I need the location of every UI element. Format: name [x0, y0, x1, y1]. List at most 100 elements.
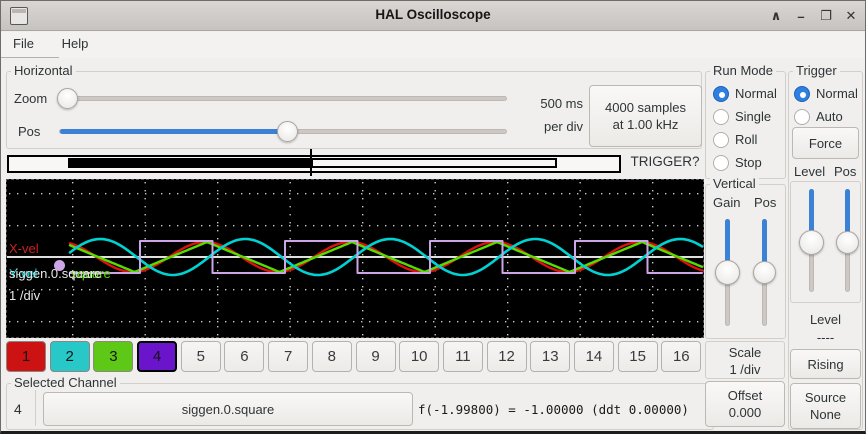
horizontal-group-title: Horizontal	[11, 63, 76, 78]
radio-label: Single	[735, 109, 772, 124]
radio-label: Normal	[735, 86, 777, 101]
radio-normal[interactable]: Normal	[794, 82, 858, 105]
vertical-title: Vertical	[710, 176, 759, 191]
radio-label: Normal	[816, 86, 858, 101]
run-mode-options: Normal Single Roll Stop	[713, 82, 777, 174]
record-pending-segment	[311, 158, 557, 168]
channel-2-cosine	[68, 237, 703, 277]
record-filled-segment	[68, 158, 311, 168]
radio-label: Stop	[735, 155, 762, 170]
trigger-pos-slider-thumb[interactable]	[836, 231, 859, 254]
run-mode-group: Run Mode Normal Single Roll Stop	[705, 63, 786, 179]
radio-icon	[713, 85, 729, 102]
vertical-pos-label: Pos	[754, 195, 777, 210]
scope-label: Y-vel	[9, 266, 38, 281]
trigger-level-caption: Level	[809, 312, 842, 327]
channel-button-3[interactable]: 3	[93, 341, 134, 372]
channel-button-4[interactable]: 4	[137, 341, 178, 372]
menubar: File Help	[1, 32, 865, 58]
offset-button[interactable]: Offset 0.000	[705, 381, 785, 427]
run-mode-title: Run Mode	[710, 63, 776, 78]
window-icon	[10, 7, 28, 25]
vertical-group: Vertical	[705, 176, 786, 339]
channel-button-1[interactable]: 1	[6, 341, 46, 372]
channel-button-2[interactable]: 2	[49, 341, 90, 372]
channel-button-11[interactable]: 11	[442, 341, 483, 372]
trigger-edge-button[interactable]: Rising	[790, 349, 861, 379]
selected-channel-marker	[54, 260, 65, 271]
scale-box	[705, 341, 785, 379]
scope-label: siggen.0.square	[9, 266, 102, 281]
scale-value: 1 /div	[729, 362, 761, 377]
close-button[interactable]: ✕	[845, 8, 857, 23]
trigger-level-value: ----	[816, 330, 835, 345]
scale-label: Scale	[728, 345, 762, 360]
samples-button[interactable]: 4000 samples at 1.00 kHz	[589, 85, 702, 147]
scope-label: X-vel	[9, 241, 39, 256]
trigger-source-button[interactable]: Source None	[790, 383, 861, 429]
gain-slider-thumb[interactable]	[715, 260, 740, 285]
force-button[interactable]: Force	[792, 127, 859, 159]
menu-help[interactable]: Help	[61, 36, 89, 51]
zoom-slider-thumb[interactable]	[57, 88, 78, 109]
radio-stop[interactable]: Stop	[713, 151, 777, 174]
pos-slider-thumb[interactable]	[277, 121, 298, 142]
pos-label: Pos	[18, 124, 41, 139]
radio-label: Roll	[735, 132, 758, 147]
radio-label: Auto	[816, 109, 843, 124]
trigger-position-marker[interactable]	[310, 149, 312, 176]
window-controls: ∧ – ❐ ✕	[768, 1, 859, 31]
titlebar[interactable]: HAL Oscilloscope ∧ – ❐ ✕	[1, 1, 865, 31]
channel-button-7[interactable]: 7	[268, 341, 309, 372]
selected-channel-separator	[35, 390, 36, 426]
horizontal-group: Horizontal	[6, 63, 702, 149]
channel-button-13[interactable]: 13	[530, 341, 571, 372]
channel-button-6[interactable]: 6	[224, 341, 265, 372]
channel-button-9[interactable]: 9	[355, 341, 396, 372]
radio-icon	[713, 154, 729, 171]
channel-button-8[interactable]: 8	[311, 341, 352, 372]
channel-4-square	[69, 240, 703, 274]
vertical-pos-slider-thumb[interactable]	[753, 261, 776, 284]
zoom-label: Zoom	[14, 91, 48, 106]
channel-button-10[interactable]: 10	[399, 341, 440, 372]
channel-button-16[interactable]: 16	[661, 341, 702, 372]
channel-button-14[interactable]: 14	[573, 341, 614, 372]
radio-icon	[794, 85, 810, 102]
shade-button[interactable]: ∧	[770, 8, 782, 23]
scope-label: square	[71, 266, 111, 281]
channel-row: 1 2 3 4 5 6 7 8 9 10 11 12 13 14 15 16	[6, 341, 706, 373]
radio-auto[interactable]: Auto	[794, 105, 858, 128]
radio-normal[interactable]: Normal	[713, 82, 777, 105]
menu-file[interactable]: File	[13, 36, 34, 51]
channel-button-12[interactable]: 12	[486, 341, 527, 372]
channel-3-triangle	[68, 240, 703, 274]
radio-single[interactable]: Single	[713, 105, 777, 128]
channel-button-5[interactable]: 5	[180, 341, 221, 372]
radio-roll[interactable]: Roll	[713, 128, 777, 151]
selected-channel-number: 4	[14, 401, 22, 417]
window-title: HAL Oscilloscope	[375, 7, 491, 22]
radio-icon	[794, 108, 810, 125]
gain-label: Gain	[713, 195, 741, 210]
sample-rate-line2: per div	[543, 119, 583, 134]
trigger-group: Trigger Normal Auto	[788, 63, 863, 430]
sample-rate-line1: 500 ms	[540, 96, 583, 111]
scope-canvas	[7, 182, 703, 336]
selected-channel-title: Selected Channel	[11, 375, 120, 390]
trigger-level-label: Level	[794, 164, 826, 179]
radio-icon	[713, 131, 729, 148]
channel-readout: f(-1.99800) = -1.00000 (ddt 0.00000)	[418, 402, 689, 417]
trigger-question-label: TRIGGER?	[630, 154, 700, 169]
selected-channel-name-button[interactable]: siggen.0.square	[43, 392, 413, 426]
menu-underline	[1, 57, 59, 58]
channel-button-15[interactable]: 15	[617, 341, 658, 372]
trigger-level-slider-thumb[interactable]	[799, 230, 824, 255]
trigger-title: Trigger	[793, 63, 840, 78]
trigger-options: Normal Auto	[794, 82, 858, 128]
radio-icon	[713, 108, 729, 125]
maximize-button[interactable]: ❐	[820, 8, 832, 23]
scope-display[interactable]: X-vel Y-vel square siggen.0.square 1 /div	[6, 179, 704, 338]
minimize-button[interactable]: –	[797, 8, 805, 24]
